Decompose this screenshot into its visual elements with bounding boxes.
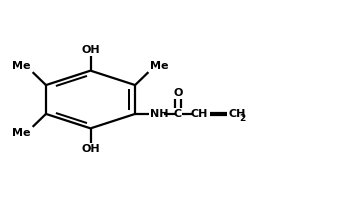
Text: OH: OH — [81, 45, 100, 55]
Text: Me: Me — [12, 61, 31, 71]
Text: OH: OH — [81, 144, 100, 154]
Text: 2: 2 — [240, 114, 246, 123]
Text: Me: Me — [12, 128, 31, 138]
Text: C: C — [174, 109, 182, 119]
Text: NH: NH — [150, 109, 168, 119]
Text: CH: CH — [190, 109, 208, 119]
Text: CH: CH — [229, 109, 246, 119]
Text: Me: Me — [150, 61, 169, 71]
Text: O: O — [173, 88, 182, 98]
